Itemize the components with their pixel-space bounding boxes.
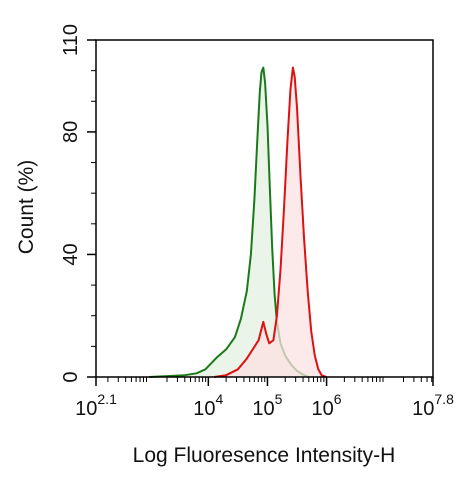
y-tick-label: 110 — [60, 24, 82, 56]
series-layer — [149, 66, 327, 378]
x-tick-exponent: 7.8 — [434, 391, 454, 407]
y-axis-title: Count (%) — [15, 160, 38, 255]
series-0-area — [149, 67, 309, 377]
x-tick-label: 105 — [252, 391, 282, 420]
x-tick-base: 10 — [193, 398, 215, 420]
y-tick-label: 40 — [60, 243, 82, 265]
x-axis-title: Log Fluoresence Intensity-H — [133, 444, 396, 467]
x-tick-label: 106 — [312, 391, 342, 420]
y-tick-label: 0 — [60, 371, 82, 382]
x-tick-base: 10 — [252, 398, 274, 420]
series-1-line — [214, 66, 327, 378]
x-tick-label: 107.8 — [412, 391, 454, 420]
x-tick-exponent: 5 — [275, 391, 283, 407]
x-tick-label: 104 — [193, 391, 223, 420]
x-tick-base: 10 — [412, 398, 434, 420]
y-tick-label: 80 — [60, 121, 82, 143]
x-tick-exponent: 6 — [334, 391, 342, 407]
x-tick-exponent: 4 — [216, 391, 224, 407]
x-tick-exponent: 2.1 — [97, 391, 117, 407]
x-tick-base: 10 — [75, 398, 97, 420]
x-tick-label: 102.1 — [75, 391, 117, 420]
x-tick-base: 10 — [312, 398, 334, 420]
